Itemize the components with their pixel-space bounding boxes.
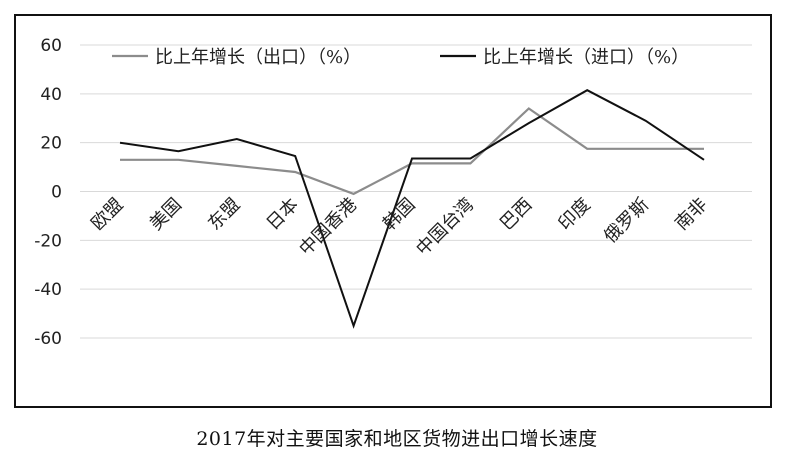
- series-line-import: [119, 89, 705, 329]
- y-tick-label: 20: [40, 134, 62, 154]
- category-label: 东盟: [204, 194, 244, 234]
- gridlines: [80, 44, 752, 339]
- legend-label: 比上年增长（出口）（%）: [155, 47, 361, 68]
- y-tick-label: -40: [34, 280, 62, 300]
- series-line-export: [120, 107, 704, 196]
- legend: 比上年增长（出口）（%） 比上年增长（进口）（%）: [112, 47, 689, 68]
- y-tick-label: 60: [40, 36, 62, 56]
- y-axis-ticks: 60 40 20 0 -20 -40 -60: [34, 36, 62, 349]
- category-label: 美国: [146, 194, 186, 234]
- legend-label: 比上年增长（进口）（%）: [483, 47, 689, 68]
- y-tick-label: 0: [51, 183, 62, 203]
- line-chart: 60 40 20 0 -20 -40 -60 欧盟 美国 东盟 日本中国香港 韩国中国台湾 巴西 印度俄…: [34, 36, 752, 349]
- category-label: 日本: [262, 194, 302, 234]
- category-label: 韩国: [379, 194, 419, 234]
- category-label: 南非: [671, 194, 711, 234]
- y-tick-label: 40: [40, 85, 62, 105]
- chart-caption: 2017年对主要国家和地区货物进出口增长速度: [196, 428, 598, 450]
- series-lines: [119, 89, 705, 329]
- y-tick-label: -20: [34, 231, 62, 251]
- y-tick-label: -60: [34, 329, 62, 349]
- category-label: 欧盟: [87, 194, 127, 234]
- category-label: 俄罗斯: [600, 194, 653, 247]
- category-label: 巴西: [496, 194, 536, 234]
- category-label: 印度: [554, 194, 594, 234]
- category-label: 中国台湾: [412, 194, 478, 260]
